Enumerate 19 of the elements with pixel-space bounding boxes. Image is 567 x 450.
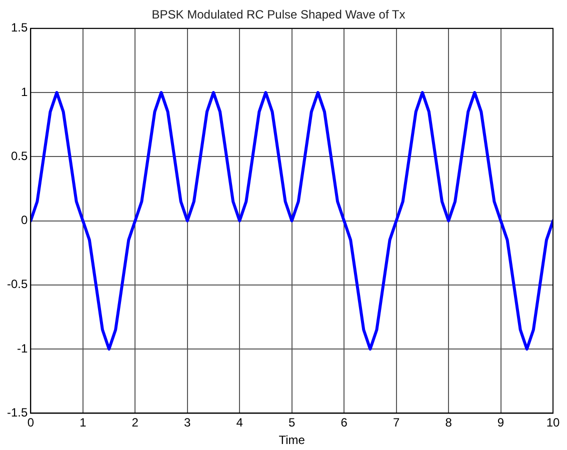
y-tick-label: -1.5 bbox=[6, 406, 28, 420]
x-tick-label: 5 bbox=[288, 416, 296, 430]
y-tick-label: 1 bbox=[20, 84, 28, 99]
y-tick-label: 0.5 bbox=[10, 148, 28, 163]
x-tick-label: 8 bbox=[445, 416, 452, 430]
x-tick-label: 3 bbox=[184, 416, 192, 430]
y-tick-label: -0.5 bbox=[6, 277, 28, 292]
x-tick-label: 10 bbox=[546, 416, 560, 430]
y-tick-label: 0 bbox=[20, 213, 28, 228]
x-tick-label: 6 bbox=[340, 416, 348, 430]
x-tick-label: 7 bbox=[392, 416, 400, 430]
x-tick-label: 1 bbox=[80, 416, 87, 430]
x-tick-label: 9 bbox=[497, 416, 504, 430]
x-axis-title: Time bbox=[278, 433, 306, 448]
x-tick-label: 2 bbox=[132, 416, 139, 430]
y-tick-label: 1.5 bbox=[10, 20, 28, 35]
y-tick-label: -1 bbox=[17, 341, 28, 356]
x-tick-label: 4 bbox=[236, 416, 244, 430]
chart-title: BPSK Modulated RC Pulse Shaped Wave of Tx bbox=[152, 8, 406, 22]
